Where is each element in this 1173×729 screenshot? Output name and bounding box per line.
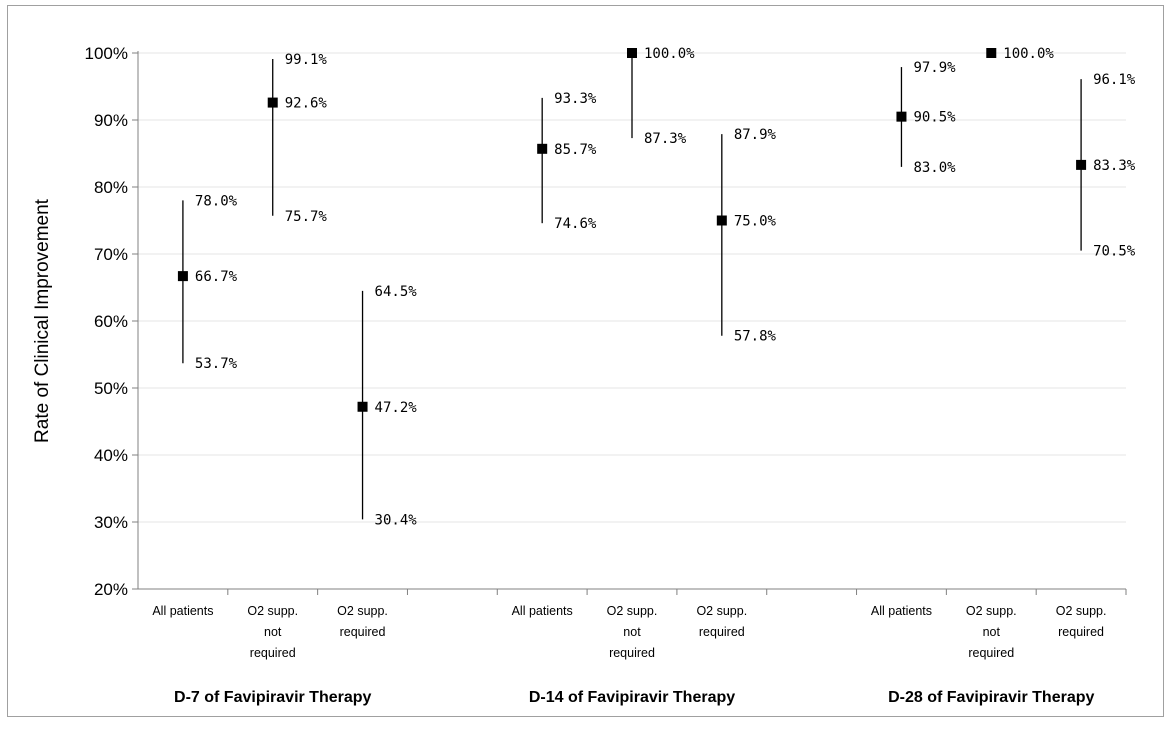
lower-label: 87.3%: [644, 131, 687, 147]
value-label: 100.0%: [1003, 46, 1054, 62]
data-point: [267, 97, 278, 108]
value-label: 92.6%: [285, 96, 328, 112]
y-tick-label: 20%: [94, 580, 128, 599]
lower-label: 53.7%: [195, 356, 238, 372]
category-label: O2 supp. required: [1056, 604, 1107, 639]
group-label: D-28 of Favipiravir Therapy: [888, 689, 1094, 706]
upper-label: 97.9%: [913, 60, 956, 76]
lower-label: 75.7%: [285, 209, 328, 225]
upper-label: 96.1%: [1093, 72, 1136, 88]
lower-label: 83.0%: [913, 160, 956, 176]
lower-label: 74.6%: [554, 216, 597, 232]
category-label: O2 supp. not required: [607, 604, 658, 660]
value-label: 66.7%: [195, 269, 238, 285]
value-label: 90.5%: [913, 110, 956, 126]
value-label: 85.7%: [554, 142, 597, 158]
value-label: 100.0%: [644, 46, 695, 62]
category-label: All patients: [512, 604, 573, 618]
y-tick-label: 70%: [94, 245, 128, 264]
data-point: [537, 143, 548, 154]
y-tick-label: 60%: [94, 312, 128, 331]
value-label: 83.3%: [1093, 158, 1136, 174]
lower-label: 70.5%: [1093, 244, 1136, 260]
category-label: O2 supp. not required: [247, 604, 298, 660]
data-point: [177, 271, 188, 282]
value-label: 75.0%: [734, 214, 777, 230]
group-label: D-7 of Favipiravir Therapy: [174, 689, 371, 706]
upper-label: 87.9%: [734, 127, 777, 143]
category-label: All patients: [152, 604, 213, 618]
data-point: [896, 111, 907, 122]
chart-frame: [7, 5, 1164, 717]
data-point: [716, 215, 727, 226]
y-tick-label: 80%: [94, 178, 128, 197]
lower-label: 30.4%: [375, 512, 418, 528]
y-axis-label: Rate of Clinical Improvement: [32, 198, 53, 443]
y-tick-label: 40%: [94, 446, 128, 465]
upper-label: 64.5%: [375, 284, 418, 300]
category-label: All patients: [871, 604, 932, 618]
y-tick-label: 50%: [94, 379, 128, 398]
value-label: 47.2%: [375, 400, 418, 416]
category-label: O2 supp. required: [337, 604, 388, 639]
group-label: D-14 of Favipiravir Therapy: [529, 689, 735, 706]
upper-label: 93.3%: [554, 91, 597, 107]
y-tick-label: 30%: [94, 513, 128, 532]
data-point: [627, 48, 637, 58]
data-point: [1076, 159, 1087, 170]
lower-label: 57.8%: [734, 329, 777, 345]
data-point: [357, 401, 368, 412]
y-tick-label: 90%: [94, 111, 128, 130]
upper-label: 99.1%: [285, 52, 328, 68]
category-label: O2 supp. required: [696, 604, 747, 639]
category-label: O2 supp. not required: [966, 604, 1017, 660]
upper-label: 78.0%: [195, 193, 238, 209]
y-tick-label: 100%: [85, 44, 128, 63]
data-point: [986, 48, 997, 58]
